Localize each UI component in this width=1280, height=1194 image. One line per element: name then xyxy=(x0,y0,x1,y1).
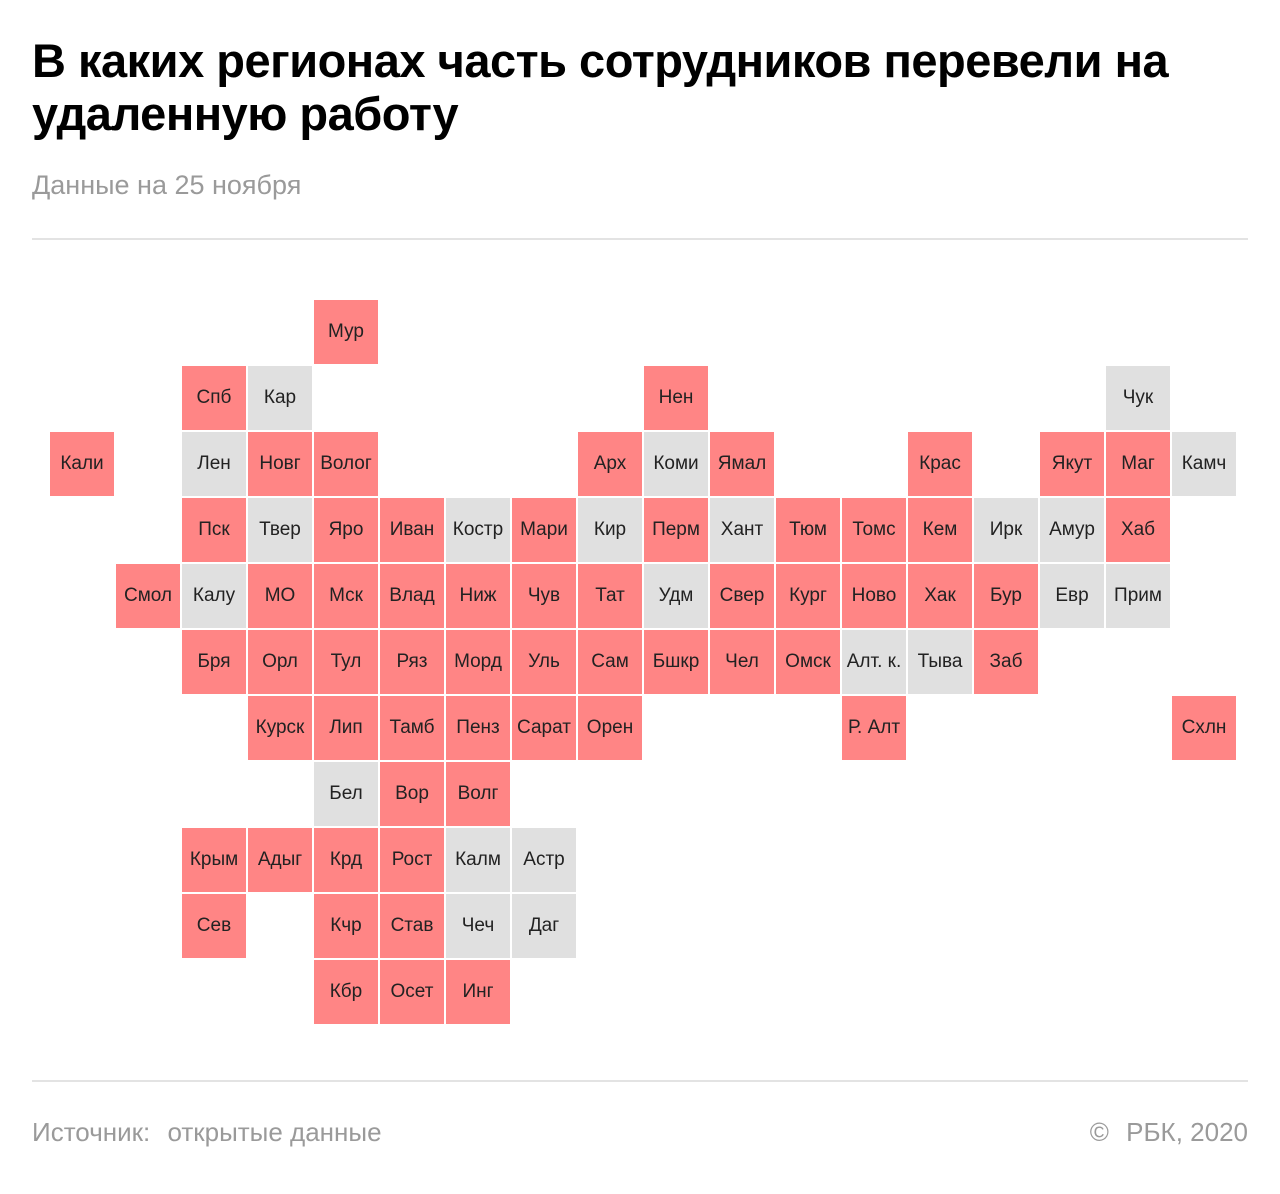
region-tile: Волг xyxy=(446,762,510,826)
region-tile: Кар xyxy=(248,366,312,430)
region-tile: Кчр xyxy=(314,894,378,958)
copyright-symbol: © xyxy=(1089,1117,1109,1147)
region-tile: Тамб xyxy=(380,696,444,760)
region-tile: Чел xyxy=(710,630,774,694)
region-tile: Лен xyxy=(182,432,246,496)
region-tile: Удм xyxy=(644,564,708,628)
region-tile: Уль xyxy=(512,630,576,694)
top-divider xyxy=(32,238,1248,240)
region-tile: Кург xyxy=(776,564,840,628)
region-tile: Хак xyxy=(908,564,972,628)
region-tile: Чув xyxy=(512,564,576,628)
region-tile: Мари xyxy=(512,498,576,562)
region-tile: Омск xyxy=(776,630,840,694)
region-tile: Астр xyxy=(512,828,576,892)
source-label: Источник: xyxy=(32,1117,151,1147)
region-tile: Курск xyxy=(248,696,312,760)
region-tile: Иван xyxy=(380,498,444,562)
region-tile: Даг xyxy=(512,894,576,958)
region-tile: Влад xyxy=(380,564,444,628)
region-tile: Крым xyxy=(182,828,246,892)
region-tile: Перм xyxy=(644,498,708,562)
region-tile: Осет xyxy=(380,960,444,1024)
region-tile: Тат xyxy=(578,564,642,628)
region-tile: Калу xyxy=(182,564,246,628)
region-tile: МО xyxy=(248,564,312,628)
page-subtitle: Данные на 25 ноября xyxy=(32,170,302,200)
region-tile: Сам xyxy=(578,630,642,694)
region-tile: Новг xyxy=(248,432,312,496)
region-tile: Бел xyxy=(314,762,378,826)
region-tile: Ново xyxy=(842,564,906,628)
region-tile: Смол xyxy=(116,564,180,628)
region-tile: Амур xyxy=(1040,498,1104,562)
region-tile: Кбр xyxy=(314,960,378,1024)
region-tile: Кем xyxy=(908,498,972,562)
page-title: В каких регионах часть сотрудников перев… xyxy=(32,34,1169,140)
copyright-text: РБК, 2020 xyxy=(1126,1117,1248,1147)
region-tile: Твер xyxy=(248,498,312,562)
region-tile: Кали xyxy=(50,432,114,496)
region-tile: Бря xyxy=(182,630,246,694)
region-tile: Орл xyxy=(248,630,312,694)
region-tile: Мур xyxy=(314,300,378,364)
region-tile: Ниж xyxy=(446,564,510,628)
region-tile: Орен xyxy=(578,696,642,760)
region-tile: Яро xyxy=(314,498,378,562)
region-tile: Крд xyxy=(314,828,378,892)
region-tile: Тул xyxy=(314,630,378,694)
region-tile: Хаб xyxy=(1106,498,1170,562)
region-tile: Чук xyxy=(1106,366,1170,430)
region-tile: Томс xyxy=(842,498,906,562)
region-tile: Став xyxy=(380,894,444,958)
region-tile: Нен xyxy=(644,366,708,430)
region-tile: Бшкр xyxy=(644,630,708,694)
region-tile: Чеч xyxy=(446,894,510,958)
region-tile: Рост xyxy=(380,828,444,892)
region-tile: Тыва xyxy=(908,630,972,694)
region-tile: Ямал xyxy=(710,432,774,496)
source-text: открытые данные xyxy=(167,1117,382,1147)
region-tile: Пенз xyxy=(446,696,510,760)
region-tile: Сарат xyxy=(512,696,576,760)
region-tile: Лип xyxy=(314,696,378,760)
source-note: Источник: открытые данные xyxy=(32,1117,382,1148)
region-tile: Калм xyxy=(446,828,510,892)
region-tile: Алт. к. xyxy=(842,630,906,694)
region-tile: Мск xyxy=(314,564,378,628)
region-tile: Бур xyxy=(974,564,1038,628)
region-tile: Р. Алт xyxy=(842,696,906,760)
region-tile: Схлн xyxy=(1172,696,1236,760)
region-tile: Евр xyxy=(1040,564,1104,628)
region-tile: Камч xyxy=(1172,432,1236,496)
region-tile: Кир xyxy=(578,498,642,562)
region-tile: Спб xyxy=(182,366,246,430)
region-tile: Якут xyxy=(1040,432,1104,496)
region-tile: Тюм xyxy=(776,498,840,562)
region-tile: Волог xyxy=(314,432,378,496)
region-tile: Крас xyxy=(908,432,972,496)
region-tile: Хант xyxy=(710,498,774,562)
region-tile: Морд xyxy=(446,630,510,694)
region-tile: Свер xyxy=(710,564,774,628)
region-tile: Пск xyxy=(182,498,246,562)
region-tile: Маг xyxy=(1106,432,1170,496)
region-tile: Сев xyxy=(182,894,246,958)
region-tile: Ирк xyxy=(974,498,1038,562)
region-tile: Вор xyxy=(380,762,444,826)
region-tile: Арх xyxy=(578,432,642,496)
region-tile: Заб xyxy=(974,630,1038,694)
copyright-note: © РБК, 2020 xyxy=(1090,1117,1248,1148)
region-tile: Костр xyxy=(446,498,510,562)
region-tile: Ряз xyxy=(380,630,444,694)
region-tile: Адыг xyxy=(248,828,312,892)
bottom-divider xyxy=(32,1080,1248,1082)
region-tile: Инг xyxy=(446,960,510,1024)
region-tile: Коми xyxy=(644,432,708,496)
region-tile: Прим xyxy=(1106,564,1170,628)
